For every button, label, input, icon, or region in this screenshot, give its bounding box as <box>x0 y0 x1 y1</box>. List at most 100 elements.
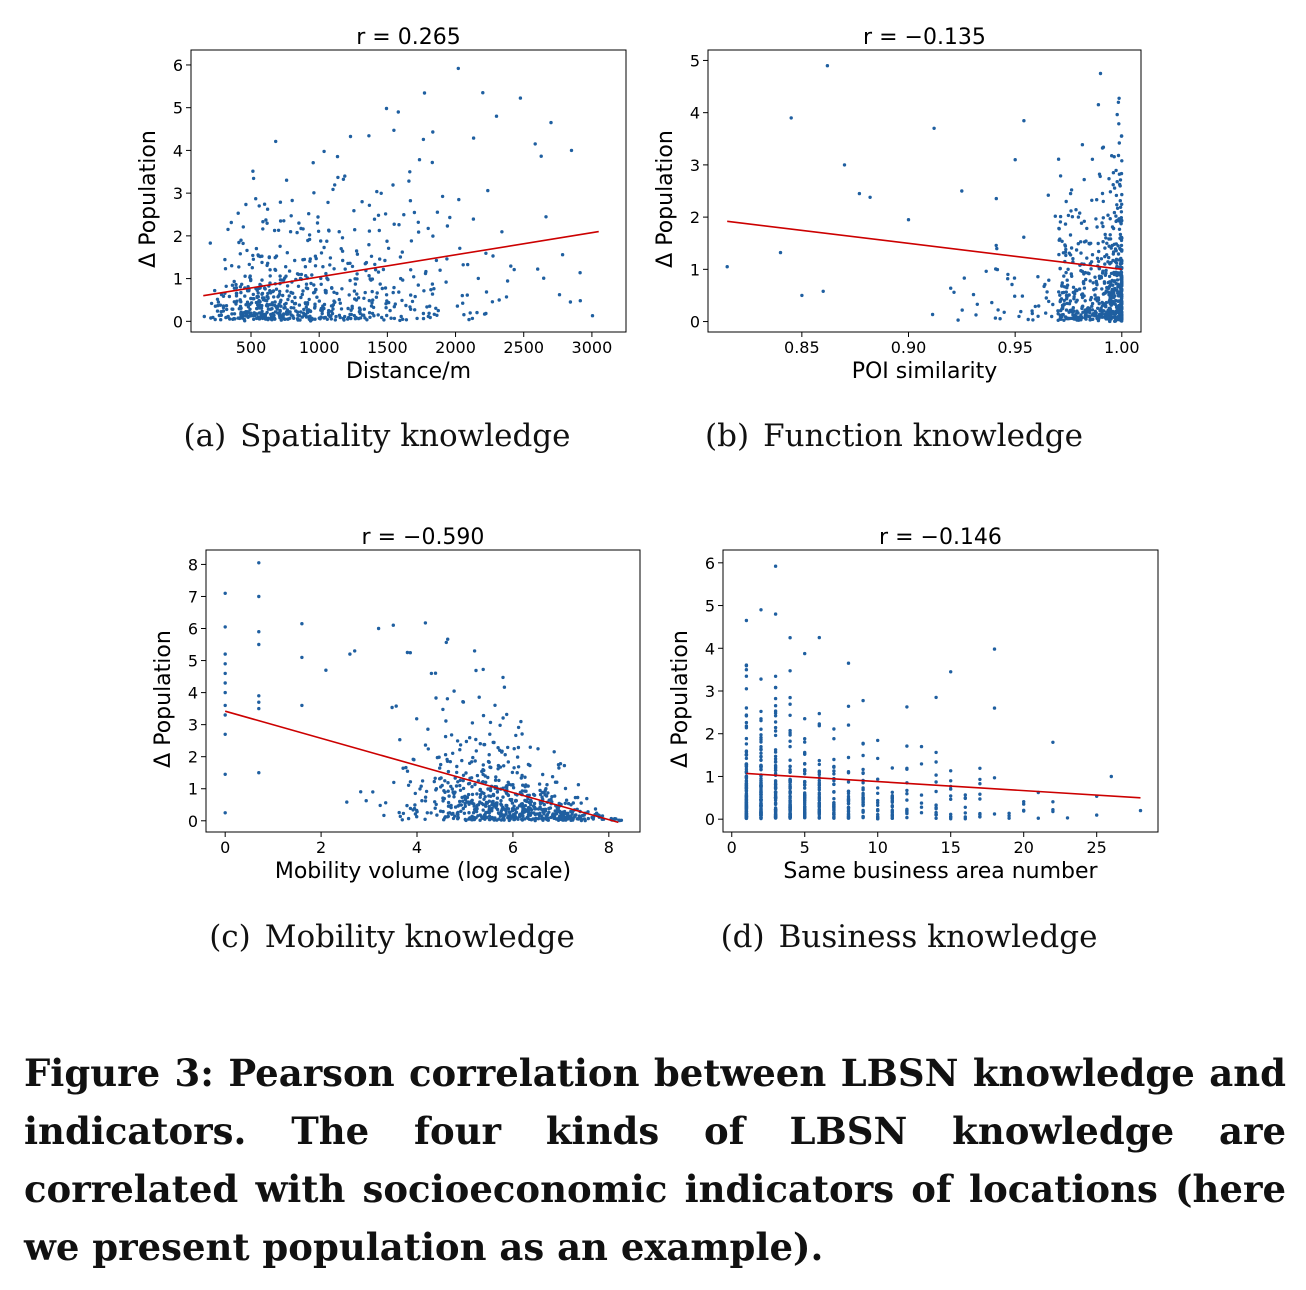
data-point <box>394 704 398 708</box>
data-point <box>1059 317 1063 321</box>
data-point <box>773 709 778 713</box>
data-point <box>773 674 778 678</box>
y-tick-label: 7 <box>188 587 198 606</box>
data-point <box>463 794 467 798</box>
data-point <box>216 300 221 304</box>
data-point <box>368 315 372 319</box>
data-point <box>276 228 281 232</box>
data-point <box>1063 250 1068 254</box>
data-point <box>744 674 749 678</box>
data-point <box>461 806 465 811</box>
data-point <box>284 265 288 269</box>
data-point <box>1012 276 1017 280</box>
data-point <box>580 813 585 818</box>
data-point <box>459 803 463 807</box>
data-point <box>399 314 403 319</box>
data-point <box>459 809 463 813</box>
data-point <box>1064 270 1068 275</box>
data-point <box>773 714 778 718</box>
data-point <box>442 789 446 793</box>
data-point <box>978 792 982 796</box>
data-point <box>458 743 463 747</box>
data-point <box>260 309 264 314</box>
data-point <box>483 817 487 821</box>
data-point <box>1062 318 1066 322</box>
data-point <box>1111 183 1115 187</box>
data-point <box>571 816 575 820</box>
regression-line <box>727 220 1122 271</box>
data-point <box>1099 257 1104 261</box>
x-tick-label: 0.90 <box>891 338 927 357</box>
data-point <box>773 790 778 794</box>
data-point <box>773 754 778 758</box>
data-point <box>392 222 396 226</box>
data-point <box>744 781 749 785</box>
data-point <box>284 274 288 278</box>
data-point <box>759 751 763 755</box>
data-point <box>1057 290 1061 294</box>
data-point <box>861 795 865 799</box>
data-point <box>505 712 509 717</box>
data-point <box>773 771 778 776</box>
data-point <box>803 651 807 656</box>
data-point <box>560 818 565 822</box>
data-point <box>1058 220 1063 224</box>
data-point <box>433 800 437 804</box>
data-point <box>1087 308 1092 312</box>
data-point <box>1090 253 1095 257</box>
data-point <box>410 299 415 304</box>
data-point <box>846 811 851 815</box>
data-point <box>540 817 544 821</box>
data-point <box>427 311 431 315</box>
data-point <box>1104 236 1108 240</box>
subcaption-a-label: (a) <box>183 418 227 454</box>
data-point <box>744 767 749 771</box>
data-point <box>949 286 953 290</box>
data-point <box>788 702 792 706</box>
data-point <box>876 808 880 813</box>
data-point <box>391 290 395 295</box>
data-point <box>438 809 443 813</box>
data-point <box>1118 232 1123 237</box>
data-point <box>345 800 349 804</box>
y-tick-label: 0 <box>173 312 183 331</box>
data-point <box>550 775 555 779</box>
data-point <box>247 262 251 267</box>
data-point <box>1090 304 1094 308</box>
data-point <box>773 784 778 788</box>
data-point <box>905 808 909 813</box>
data-point <box>358 311 362 316</box>
data-point <box>224 315 228 320</box>
data-point <box>1090 308 1095 312</box>
data-point <box>416 283 420 287</box>
data-point <box>773 763 778 768</box>
data-point <box>474 809 479 814</box>
data-point <box>744 749 749 753</box>
data-point <box>578 271 582 275</box>
data-point <box>274 254 279 258</box>
data-point <box>817 635 821 640</box>
data-point <box>1063 315 1068 319</box>
data-point <box>576 783 581 787</box>
data-point <box>520 732 524 736</box>
data-point <box>1106 213 1110 217</box>
data-point <box>1082 219 1087 223</box>
data-point <box>289 306 293 310</box>
data-point <box>1089 317 1094 322</box>
data-point <box>430 160 434 165</box>
data-point <box>803 769 807 773</box>
data-point <box>297 303 302 307</box>
data-point <box>803 780 807 785</box>
data-point <box>817 724 821 728</box>
data-point <box>400 298 404 303</box>
data-point <box>456 66 460 71</box>
data-point <box>386 246 391 250</box>
data-point <box>470 798 474 802</box>
data-point <box>307 212 311 216</box>
data-point <box>434 802 438 807</box>
data-point <box>236 316 240 320</box>
data-point <box>773 798 778 802</box>
data-point <box>934 773 938 777</box>
data-point <box>1069 209 1073 213</box>
data-point <box>932 126 936 130</box>
